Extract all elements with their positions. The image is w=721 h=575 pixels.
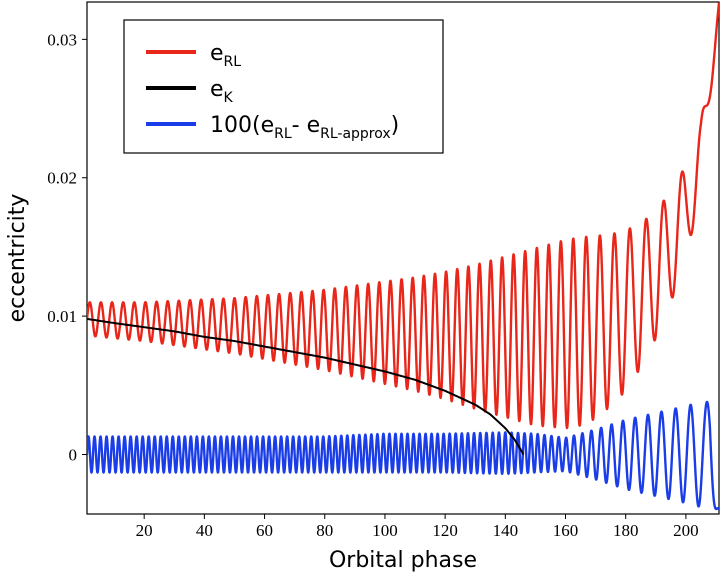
legend-label-diff-base: 100(e — [210, 113, 274, 138]
y-tick-label: 0.03 — [47, 30, 77, 49]
legend-label-erl: eRL — [210, 41, 241, 70]
y-tick-label: 0 — [69, 445, 78, 464]
legend-label-diff-sub2: RL-approx — [320, 126, 391, 142]
x-tick-label: 100 — [372, 521, 398, 540]
x-tick-label: 180 — [613, 521, 639, 540]
x-axis-title: Orbital phase — [329, 548, 477, 573]
legend-label-diff-end: ) — [391, 113, 400, 138]
legend-label-erl-sub: RL — [224, 54, 242, 70]
legend-label-ek-sub: K — [224, 90, 234, 106]
series-erl-line — [87, 2, 719, 430]
legend-label-diff-mid: - e — [292, 113, 320, 138]
x-tick-label: 80 — [316, 521, 333, 540]
x-tick-label: 120 — [432, 521, 458, 540]
x-tick-label: 140 — [493, 521, 519, 540]
x-tick-label: 160 — [553, 521, 579, 540]
y-axis-title: eccentricity — [5, 194, 30, 323]
legend-label-ek-base: e — [210, 77, 224, 102]
series-layer — [87, 2, 719, 511]
x-tick-label: 200 — [673, 521, 699, 540]
legend-label-diff-sub1: RL — [274, 126, 292, 142]
x-tick-label: 40 — [196, 521, 213, 540]
series-erl-diff-line — [87, 400, 719, 511]
y-tick-label: 0.01 — [47, 307, 77, 326]
legend-label-ek: eK — [210, 77, 234, 106]
plot-frame — [86, 1, 720, 515]
legend-label-erl-base: e — [210, 41, 224, 66]
legend: eRL eK 100(eRL- eRL-approx) — [123, 19, 444, 154]
y-tick-label: 0.02 — [47, 169, 77, 188]
legend-label-diff: 100(eRL- eRL-approx) — [210, 113, 399, 142]
x-tick-label: 60 — [256, 521, 273, 540]
series-ek-line — [87, 317, 525, 455]
y-axis-ticks: 0 0.01 0.02 0.03 — [47, 30, 87, 464]
x-axis-ticks: 20 40 60 80 100 120 140 160 180 200 — [136, 514, 699, 540]
x-tick-label: 20 — [136, 521, 153, 540]
